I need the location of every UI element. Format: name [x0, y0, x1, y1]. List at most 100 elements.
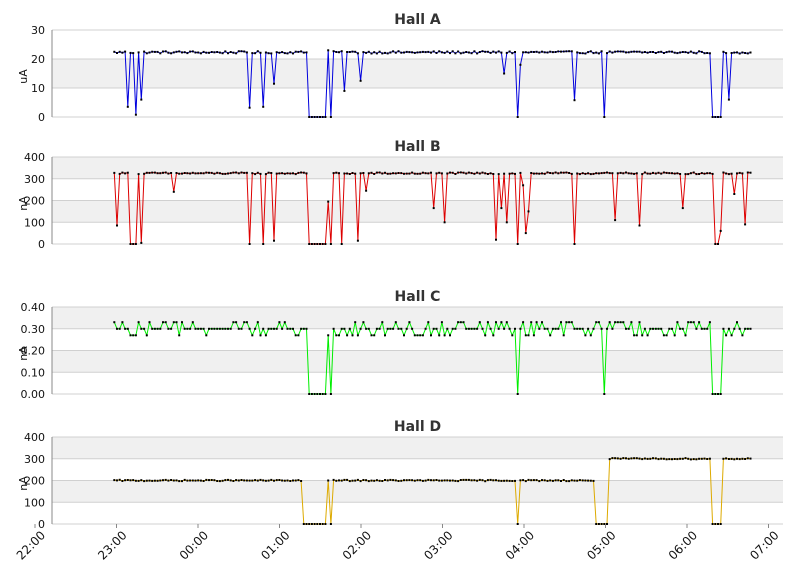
data-point [689, 50, 692, 53]
data-point [706, 327, 709, 330]
y-axis-label: nA [17, 196, 30, 211]
data-point [665, 458, 668, 461]
data-point [668, 172, 671, 175]
data-point [199, 479, 202, 482]
data-point [400, 172, 403, 175]
data-point [668, 458, 671, 461]
data-point [524, 51, 527, 54]
data-point [408, 321, 411, 324]
data-point [481, 171, 484, 174]
data-point [378, 479, 381, 482]
data-point [156, 172, 159, 175]
data-point [170, 172, 173, 174]
data-point [178, 50, 181, 53]
data-point [727, 458, 730, 460]
data-point [662, 52, 665, 54]
data-point [140, 327, 143, 330]
plot-band [52, 157, 783, 179]
data-point [500, 321, 503, 324]
data-point [508, 327, 511, 330]
data-point [346, 51, 349, 53]
data-point [156, 327, 159, 330]
data-point [362, 479, 365, 481]
data-point [459, 171, 462, 174]
data-point [532, 479, 535, 482]
data-point [394, 479, 397, 482]
data-point [327, 479, 330, 482]
data-point [389, 172, 392, 175]
data-point [129, 243, 132, 245]
data-point [167, 479, 170, 482]
data-point [476, 52, 479, 55]
data-point [316, 116, 319, 118]
data-point [156, 50, 159, 53]
data-point [611, 457, 614, 460]
data-point [297, 479, 300, 482]
data-point [421, 50, 424, 53]
data-point [189, 479, 192, 482]
data-point [535, 479, 538, 482]
data-point [589, 173, 592, 176]
data-point [308, 523, 311, 525]
data-point [470, 327, 473, 330]
data-point [606, 327, 608, 330]
data-point [359, 480, 362, 483]
data-point [140, 241, 143, 244]
data-point [616, 457, 619, 460]
data-point [541, 50, 543, 53]
data-point [262, 243, 265, 245]
y-tick-label: 100 [24, 216, 45, 229]
data-point [560, 321, 562, 324]
data-point [695, 173, 698, 176]
data-point [530, 321, 533, 324]
data-point [492, 334, 495, 337]
data-point [700, 50, 703, 53]
data-point [338, 51, 340, 54]
data-point [405, 50, 408, 53]
y-axis-label: uA [17, 69, 30, 84]
data-point [497, 173, 500, 176]
data-point [681, 327, 684, 330]
data-point [676, 458, 679, 461]
data-point [319, 523, 321, 525]
data-point [462, 478, 465, 481]
data-point [381, 52, 384, 55]
data-point [606, 171, 608, 174]
data-point [199, 52, 202, 55]
data-point [625, 51, 627, 54]
data-point [725, 52, 728, 55]
data-point [435, 52, 438, 54]
data-point [340, 50, 343, 53]
data-point [156, 479, 159, 482]
data-point [671, 50, 673, 53]
data-point [432, 50, 435, 53]
data-point [275, 51, 278, 54]
data-point [576, 327, 579, 330]
y-tick-label: 400 [24, 151, 45, 164]
data-point [608, 458, 611, 461]
data-point [440, 321, 443, 324]
data-point [587, 51, 590, 54]
data-point [343, 327, 346, 330]
data-point [302, 51, 305, 54]
data-point [514, 51, 516, 53]
data-point [164, 171, 167, 174]
data-point [562, 50, 565, 53]
data-point [708, 321, 711, 324]
data-point [116, 224, 118, 227]
data-point [597, 321, 600, 324]
data-point [652, 51, 654, 53]
data-point [151, 327, 154, 330]
data-point [568, 50, 571, 53]
data-point [164, 478, 167, 481]
data-point [137, 173, 140, 176]
data-point [687, 321, 690, 324]
data-point [419, 172, 422, 175]
data-point [465, 172, 468, 175]
data-point [635, 172, 638, 175]
data-point [470, 172, 473, 175]
data-point [378, 327, 381, 330]
data-point [159, 172, 162, 175]
plot-band [52, 350, 783, 373]
data-point [235, 321, 238, 324]
